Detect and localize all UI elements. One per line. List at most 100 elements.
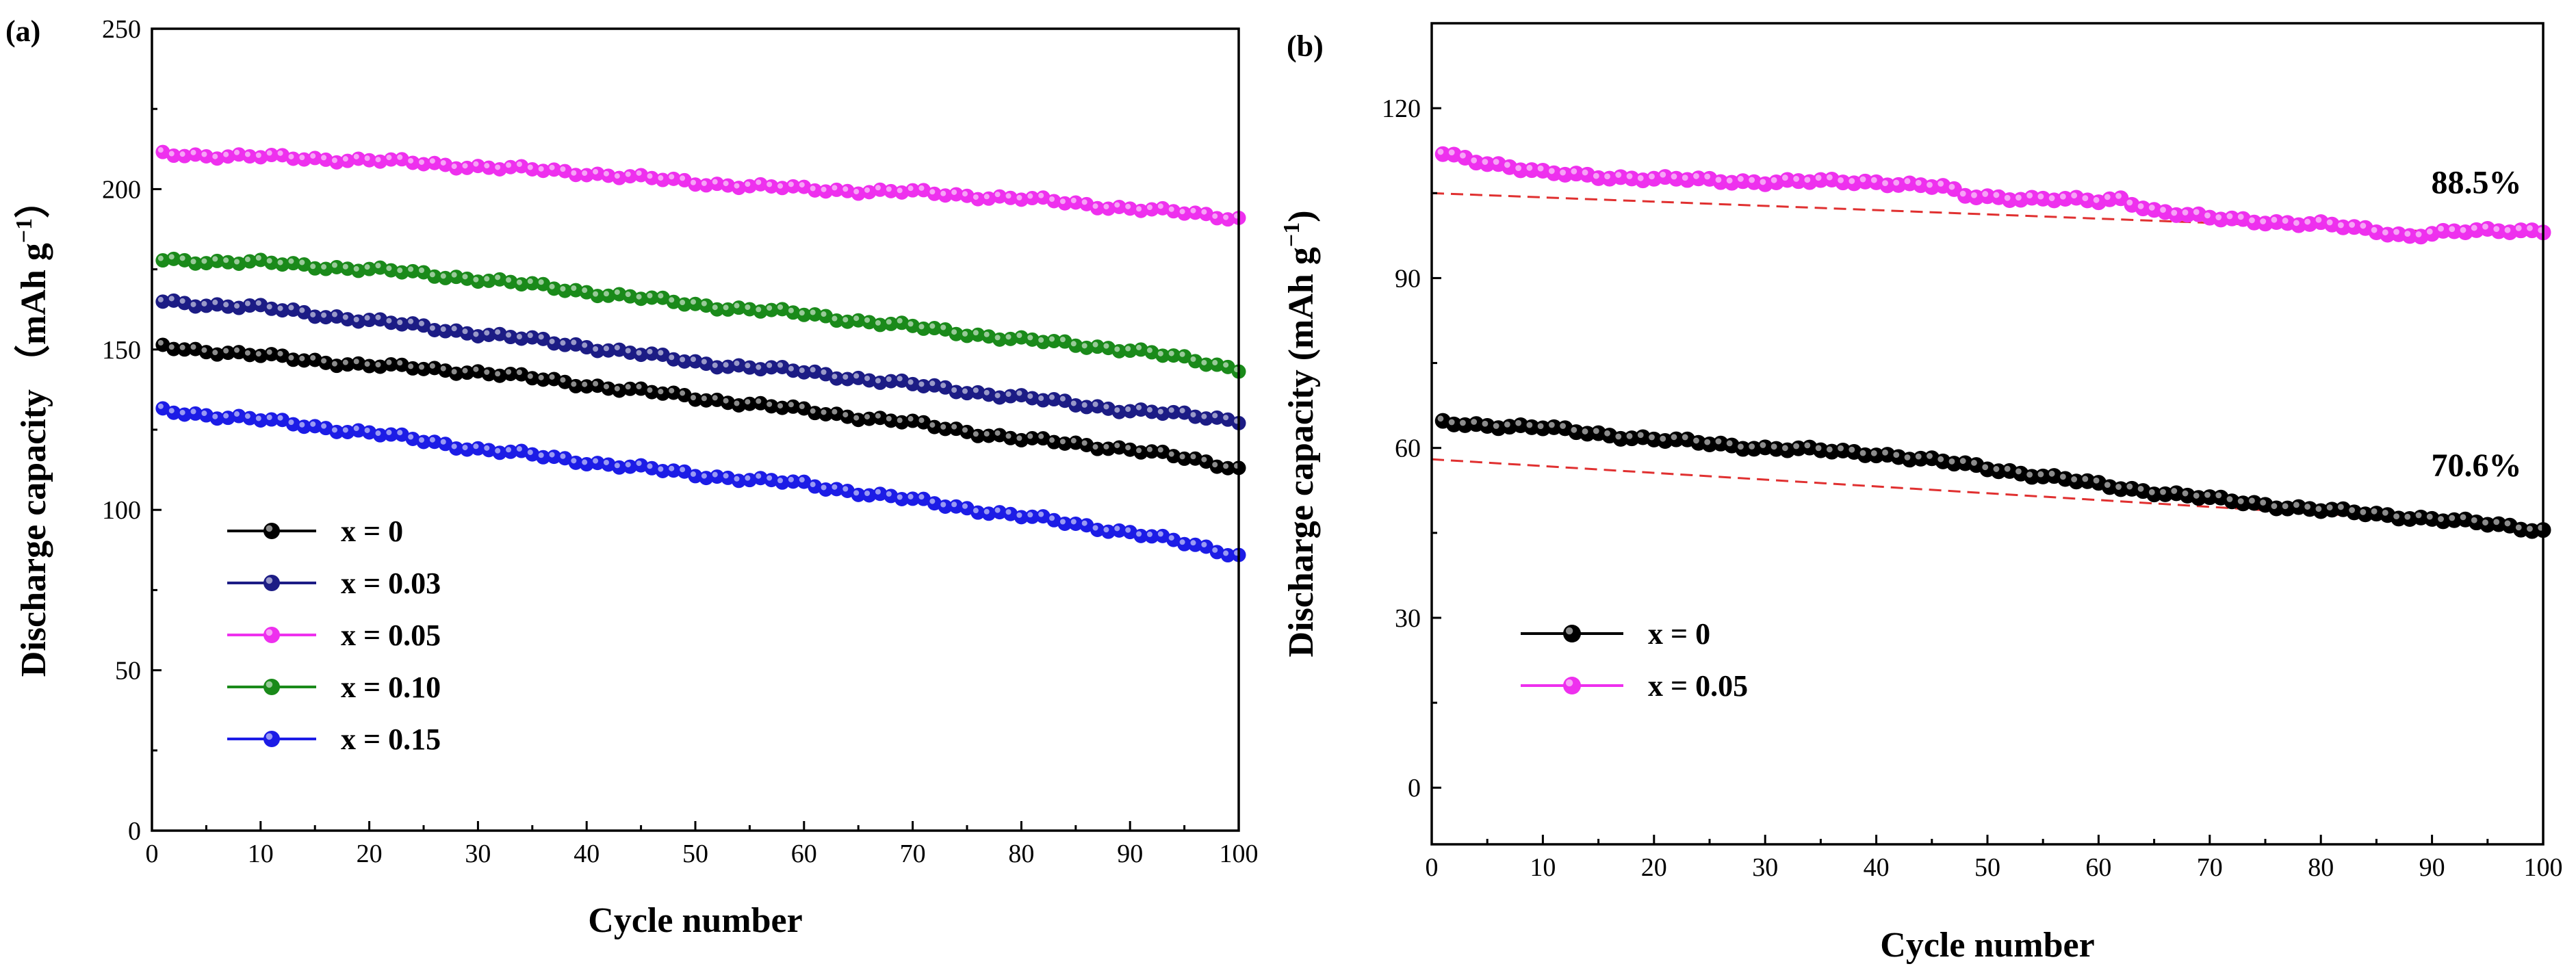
panel-a-data-point-highlight xyxy=(1059,337,1066,343)
panel-a-data-point-highlight xyxy=(723,181,729,187)
panel-a-data-point-highlight xyxy=(788,402,794,408)
panel-a-data-point-highlight xyxy=(647,387,653,393)
panel-a-y-tick-label: 200 xyxy=(102,175,141,204)
panel-a-data-point-highlight xyxy=(310,153,316,159)
panel-a-data-point-highlight xyxy=(929,189,936,195)
panel-b-data-point-highlight xyxy=(1815,445,1822,452)
panel-b-legend-label: x = 0.05 xyxy=(1648,669,1748,703)
panel-a-data-point-highlight xyxy=(321,423,327,429)
panel-b-data-point-highlight xyxy=(1770,177,1777,183)
panel-a-data-point-highlight xyxy=(973,508,979,514)
panel-a-data-point-highlight xyxy=(364,361,370,367)
panel-a-data-point-highlight xyxy=(983,508,990,515)
panel-a-data-point-highlight xyxy=(918,494,925,500)
panel-a-x-tick-label: 60 xyxy=(791,840,817,868)
panel-a-data-point-highlight xyxy=(875,320,881,326)
panel-a-data-point-highlight xyxy=(234,347,240,353)
panel-a-data-point-highlight xyxy=(1201,359,1207,365)
panel-b-data-point-highlight xyxy=(2282,503,2289,510)
panel-a-data-point-highlight xyxy=(734,476,740,482)
panel-b-data-point-highlight xyxy=(2071,192,2078,199)
panel-a-data-point-highlight xyxy=(962,191,968,197)
panel-b-data-point-highlight xyxy=(1760,179,1766,185)
panel-b-data-point-highlight xyxy=(2293,502,2300,508)
panel-a-data-point-highlight xyxy=(1146,531,1152,537)
panel-a-data-point-highlight xyxy=(636,294,642,300)
panel-b-data-point-highlight xyxy=(1693,437,1699,444)
panel-a-data-point-highlight xyxy=(179,151,185,157)
panel-a-data-point-highlight xyxy=(1103,203,1109,209)
panel-b-y-tick-label: 60 xyxy=(1395,434,1421,463)
panel-b-data-point-highlight xyxy=(2426,513,2433,520)
panel-b-data-point-highlight xyxy=(1637,174,1644,181)
panel-a-data-point-highlight xyxy=(832,374,838,380)
panel-a-data-point-highlight xyxy=(712,179,718,185)
panel-a-data-point-highlight xyxy=(190,149,196,155)
panel-a-data-point-highlight xyxy=(1114,442,1120,448)
panel-b-data-point-highlight xyxy=(1804,177,1811,183)
panel-b-data-point-highlight xyxy=(1604,430,1610,437)
panel-a-data-point-highlight xyxy=(168,254,175,260)
panel-a-data-point-highlight xyxy=(788,476,794,482)
panel-a-data-point-highlight xyxy=(647,292,653,298)
panel-b-data-point-highlight xyxy=(2382,229,2388,236)
panel-a-data-point-highlight xyxy=(451,326,457,332)
panel-a-data-point-highlight xyxy=(244,413,250,419)
panel-a-data-point-highlight xyxy=(712,362,718,368)
panel-a-data-point-highlight xyxy=(288,354,294,361)
panel-a-data-point-highlight xyxy=(691,471,696,477)
panel-a-data-point-highlight xyxy=(1016,333,1022,339)
panel-b-x-tick-label: 40 xyxy=(1864,853,1890,882)
panel-a-data-point-highlight xyxy=(842,186,849,192)
panel-a-data-point-highlight xyxy=(419,320,424,326)
panel-a-data-point-highlight xyxy=(527,450,533,456)
panel-a-data-point-highlight xyxy=(386,359,392,365)
panel-b-data-point-highlight xyxy=(1882,449,1888,456)
panel-a-data-point-highlight xyxy=(973,387,979,393)
panel-a-series-0 xyxy=(155,337,1246,476)
panel-b-data-point-highlight xyxy=(2382,510,2388,516)
panel-a-data-point-highlight xyxy=(886,376,892,382)
panel-a-data-point-highlight xyxy=(625,348,631,354)
panel-a-data-point-highlight xyxy=(1049,394,1055,400)
panel-a-data-point-highlight xyxy=(527,278,533,285)
panel-a-data-point-highlight xyxy=(1125,203,1131,209)
panel-a-data-point-highlight xyxy=(680,390,686,396)
panel-b-data-point-highlight xyxy=(2326,219,2333,226)
panel-a-data-point-highlight xyxy=(560,286,566,292)
panel-b-data-point-highlight xyxy=(1526,421,1533,428)
panel-a-data-point-highlight xyxy=(321,155,327,161)
panel-a-data-point-highlight xyxy=(962,330,968,337)
panel-a-data-point-highlight xyxy=(1179,351,1185,357)
panel-a-data-point-highlight xyxy=(516,161,522,167)
panel-a-data-point-highlight xyxy=(299,307,305,313)
panel-a-data-point-highlight xyxy=(1114,407,1120,413)
panel-b-data-point-highlight xyxy=(2082,195,2089,202)
panel-a-data-point-highlight xyxy=(560,377,566,383)
panel-a-data-point-highlight xyxy=(484,445,490,451)
panel-a-data-point-highlight xyxy=(266,415,272,421)
panel-b-data-point-highlight xyxy=(1704,439,1711,445)
panel-a-data-point-highlight xyxy=(1136,531,1142,537)
panel-a-data-point-highlight xyxy=(1114,202,1120,208)
panel-a-data-point-highlight xyxy=(179,298,185,304)
panel-a-data-point-highlight xyxy=(244,151,250,157)
panel-a-data-point-highlight xyxy=(538,452,544,458)
panel-a-data-point-highlight xyxy=(853,490,860,496)
panel-a-series-4 xyxy=(155,401,1246,563)
panel-a-data-point-highlight xyxy=(255,415,261,421)
panel-a-data-point-highlight xyxy=(1016,194,1022,200)
panel-a-data-point-highlight xyxy=(1212,360,1218,366)
panel-a-data-point-highlight xyxy=(940,502,946,508)
panel-b-data-point-highlight xyxy=(2527,525,2533,532)
panel-a-data-point-highlight xyxy=(484,330,490,336)
panel-a-x-tick-label: 100 xyxy=(1220,840,1259,868)
panel-a-data-point-highlight xyxy=(429,363,435,369)
panel-a-data-point-highlight xyxy=(636,350,642,356)
panel-b-data-point-highlight xyxy=(1870,177,1877,183)
panel-b-data-point-highlight xyxy=(1582,169,1588,176)
panel-a-data-point-highlight xyxy=(625,291,631,298)
panel-a-data-point-highlight xyxy=(669,387,675,393)
panel-a-data-point-highlight xyxy=(853,315,860,322)
panel-a-y-tick-label: 50 xyxy=(115,657,141,686)
